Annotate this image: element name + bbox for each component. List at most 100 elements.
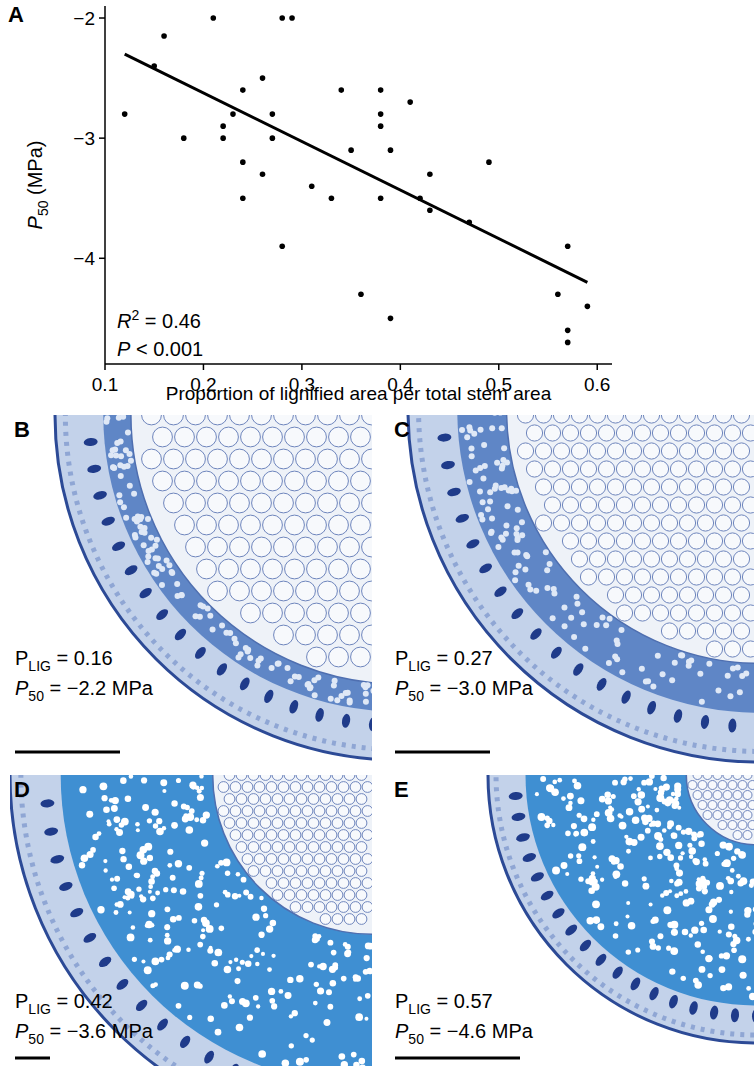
vessel — [289, 1014, 293, 1018]
pith-cell — [607, 443, 623, 459]
vessel — [678, 855, 683, 860]
pith — [686, 775, 754, 845]
pith-cell — [197, 559, 217, 579]
vessel — [249, 954, 253, 958]
vessel — [469, 453, 475, 459]
pith-cell — [208, 415, 228, 425]
vessel — [689, 933, 693, 937]
pith-cell — [266, 830, 277, 841]
vessel — [642, 876, 647, 881]
point — [378, 87, 384, 93]
vessel — [753, 907, 754, 913]
vessel — [232, 893, 238, 899]
pith-cell — [724, 533, 740, 549]
pith-cell — [715, 415, 731, 423]
point — [240, 159, 246, 165]
pith-cell — [715, 551, 731, 567]
pith-cell — [625, 551, 641, 567]
pith-cell — [697, 587, 713, 603]
pith-cell — [535, 515, 551, 531]
vessel — [622, 880, 628, 886]
vessel — [117, 462, 123, 468]
pith-cell — [164, 415, 184, 425]
pith-cell — [688, 781, 697, 790]
vessel — [162, 826, 166, 830]
vessel — [671, 929, 678, 936]
pith-cell — [562, 533, 578, 549]
vessel — [145, 559, 151, 565]
vessel — [642, 819, 649, 826]
pith-cell — [326, 806, 337, 817]
vessel — [650, 943, 657, 950]
pith-cell — [274, 493, 294, 513]
point — [585, 304, 591, 310]
vessel — [626, 849, 631, 854]
vessel — [224, 966, 232, 974]
pith-cell — [625, 587, 641, 603]
micrograph — [488, 775, 754, 1043]
pith-cell — [308, 775, 319, 780]
vessel — [126, 796, 131, 801]
vessel — [288, 678, 294, 684]
pith-cell — [526, 461, 542, 477]
pith-cell — [362, 581, 372, 601]
vessel — [170, 916, 177, 923]
pith-cell — [326, 782, 337, 793]
pith-cell — [290, 830, 301, 841]
vessel — [148, 878, 155, 885]
pith-cell — [713, 791, 722, 800]
pith-cell — [708, 801, 717, 810]
vessel — [725, 673, 731, 679]
pith-cell — [308, 794, 319, 805]
vessel — [125, 430, 131, 436]
pith-cell — [307, 603, 327, 623]
pith-cell — [698, 801, 707, 810]
pith-cell — [284, 866, 295, 877]
vessel — [683, 899, 690, 906]
vessel — [700, 950, 705, 955]
vessel — [314, 982, 319, 987]
vessel — [749, 883, 754, 888]
pith-cell — [338, 782, 349, 793]
vessel — [117, 901, 124, 908]
pith-cell — [263, 603, 283, 623]
pith-cell — [307, 647, 327, 667]
vessel — [160, 779, 167, 786]
vessel — [612, 780, 618, 786]
pith-cell — [332, 866, 343, 877]
vessel — [164, 937, 171, 944]
vessel — [112, 797, 119, 804]
vessel — [731, 947, 737, 953]
label-sub: 50 — [35, 200, 51, 216]
vessel — [538, 813, 546, 821]
panel-annotation: PLIG = 0.27 — [395, 647, 493, 674]
vessel — [660, 671, 666, 677]
fibre-bundle — [193, 645, 208, 661]
pith-cell — [290, 878, 301, 889]
vessel — [533, 588, 539, 594]
pith-cell — [296, 449, 316, 469]
y-tick-label: −4 — [73, 248, 95, 269]
fibre-bundle — [437, 433, 452, 442]
label-sub: LIG — [408, 658, 431, 674]
fibre-bundle — [82, 931, 98, 945]
point — [466, 219, 472, 225]
vessel — [90, 847, 96, 853]
pith-cell — [260, 866, 271, 877]
pith-cell — [263, 559, 283, 579]
pith-cell — [153, 471, 173, 491]
vessel — [688, 847, 696, 855]
vessel — [123, 515, 129, 521]
vessel — [129, 775, 134, 779]
pith-cell — [285, 559, 305, 579]
vessel — [214, 902, 219, 907]
pith-cell — [302, 782, 313, 793]
vessel — [546, 784, 554, 792]
pith-cell — [625, 415, 641, 423]
fibre-bundle — [138, 586, 154, 601]
x-tick-label: 0.1 — [92, 374, 118, 395]
label-rest: = 0.46 — [139, 310, 201, 332]
vessel — [513, 531, 519, 537]
fibre-bundle — [521, 851, 537, 863]
vessel — [499, 425, 505, 431]
